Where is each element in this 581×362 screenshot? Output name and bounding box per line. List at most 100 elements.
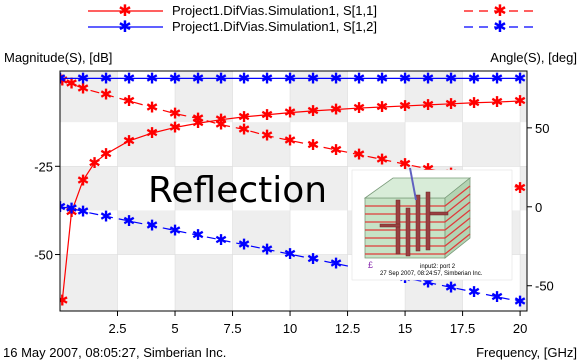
data-point: ✱ bbox=[215, 112, 228, 129]
inset-probe bbox=[409, 167, 417, 201]
data-point: ✱ bbox=[238, 109, 251, 126]
data-point: ✱ bbox=[307, 70, 320, 87]
data-point: ✱ bbox=[284, 70, 297, 87]
data-point: ✱ bbox=[514, 93, 527, 110]
data-point: ✱ bbox=[123, 213, 136, 230]
data-point: ✱ bbox=[192, 115, 205, 132]
data-point: ✱ bbox=[65, 200, 78, 217]
data-point: ✱ bbox=[491, 289, 504, 306]
legend-label-s11: Project1.DifVias.Simulation1, S[1,1] bbox=[172, 3, 377, 18]
data-point: ✱ bbox=[468, 284, 481, 301]
data-point: ✱ bbox=[215, 232, 228, 249]
data-point: ✱ bbox=[330, 142, 343, 159]
data-point: ✱ bbox=[376, 99, 389, 116]
grid-band bbox=[520, 254, 527, 311]
data-point: ✱ bbox=[77, 204, 90, 221]
data-point: ✱ bbox=[215, 117, 228, 134]
grid-band bbox=[60, 71, 118, 123]
data-point: ✱ bbox=[56, 72, 69, 89]
x-tick-label: 5 bbox=[171, 321, 178, 336]
data-point: ✱ bbox=[422, 97, 435, 114]
data-point: ✱ bbox=[192, 227, 205, 244]
legend: ✱ Project1.DifVias.Simulation1, S[1,1] ✱… bbox=[88, 3, 537, 36]
inset-caption-date: 27 Sep 2007, 08:24:57, Simberian Inc. bbox=[380, 271, 483, 277]
data-point: ✱ bbox=[261, 241, 274, 258]
legend-marker-s11-dashed: ✱ bbox=[493, 3, 506, 20]
data-point: ✱ bbox=[261, 70, 274, 87]
data-point: ✱ bbox=[123, 133, 136, 150]
grid-band bbox=[347, 122, 406, 167]
data-point: ✱ bbox=[100, 70, 113, 87]
data-point: ✱ bbox=[54, 199, 67, 216]
grid-band bbox=[520, 71, 527, 123]
data-point: ✱ bbox=[491, 94, 504, 111]
x-axis-label: Frequency, [GHz] bbox=[476, 345, 577, 360]
via-structure-inset: £ input2: port 2 27 Sep 2007, 08:24:57, … bbox=[351, 167, 513, 281]
data-point: ✱ bbox=[491, 70, 504, 87]
data-point: ✱ bbox=[514, 294, 527, 311]
grid-band bbox=[175, 166, 233, 211]
left-tick-label: -50 bbox=[34, 248, 53, 263]
grid-band bbox=[175, 254, 233, 311]
data-point: ✱ bbox=[330, 256, 343, 273]
legend-marker-s12-dashed: ✱ bbox=[493, 19, 506, 36]
grid-band bbox=[290, 254, 348, 311]
data-point: ✱ bbox=[100, 87, 113, 104]
grid-band bbox=[60, 166, 118, 211]
data-point: ✱ bbox=[399, 156, 412, 173]
series-0-magnitude: ✱✱✱✱✱✱ ✱ ✱ ✱ ✱ ✱ ✱ ✱ ✱ ✱ ✱ ✱ ✱ ✱ ✱ ✱ ✱ ✱ bbox=[56, 93, 527, 309]
data-point: ✱ bbox=[376, 151, 389, 168]
right-tick-label: 0 bbox=[535, 200, 542, 215]
inset-box-front bbox=[364, 197, 446, 259]
data-point: ✱ bbox=[100, 146, 113, 163]
right-tick-label: -50 bbox=[535, 279, 554, 294]
data-point: ✱ bbox=[77, 70, 90, 87]
grid-band bbox=[290, 71, 348, 123]
data-point: ✱ bbox=[514, 70, 527, 87]
data-point: ✱ bbox=[100, 208, 113, 225]
data-point: ✱ bbox=[169, 119, 182, 136]
data-point: ✱ bbox=[169, 106, 182, 123]
data-point: ✱ bbox=[284, 132, 297, 149]
data-point: ✱ bbox=[399, 98, 412, 115]
data-point: ✱ bbox=[56, 292, 69, 309]
data-point: ✱ bbox=[399, 70, 412, 87]
reflection-annotation: Reflection bbox=[148, 170, 327, 211]
data-point: ✱ bbox=[330, 101, 343, 118]
right-tick-labels: 50 0 -50 bbox=[527, 121, 554, 294]
data-point: ✱ bbox=[238, 237, 251, 254]
inset-vias bbox=[379, 191, 449, 257]
grid-bands bbox=[60, 71, 527, 311]
legend-marker-s11: ✱ bbox=[118, 3, 131, 20]
series-line bbox=[61, 100, 521, 301]
data-point: ✱ bbox=[146, 125, 159, 142]
data-point: ✱ bbox=[88, 155, 101, 172]
footer-timestamp: 16 May 2007, 08:05:27, Simberian Inc. bbox=[3, 345, 226, 360]
data-point: ✱ bbox=[123, 93, 136, 110]
x-tick-labels: 2.5 5 7.5 10 12.5 15 17.5 20 bbox=[108, 311, 527, 336]
data-point: ✱ bbox=[169, 70, 182, 87]
x-tick-label: 10 bbox=[283, 321, 297, 336]
data-point: ✱ bbox=[468, 70, 481, 87]
grid-band bbox=[60, 254, 118, 311]
data-point: ✱ bbox=[261, 107, 274, 124]
data-point: ✱ bbox=[307, 251, 320, 268]
data-point: ✱ bbox=[261, 128, 274, 145]
data-point: ✱ bbox=[54, 70, 67, 87]
data-point: ✱ bbox=[353, 147, 366, 164]
left-tick-label: -25 bbox=[34, 159, 53, 174]
grid-band bbox=[117, 210, 176, 255]
legend-entry-s11: ✱ Project1.DifVias.Simulation1, S[1,1] ✱ bbox=[88, 3, 537, 20]
data-point: ✱ bbox=[376, 70, 389, 87]
right-tick-label: 50 bbox=[535, 121, 549, 136]
data-point: ✱ bbox=[146, 218, 159, 235]
x-tick-label: 20 bbox=[513, 321, 527, 336]
data-point: ✱ bbox=[330, 70, 343, 87]
data-point: ✱ bbox=[422, 70, 435, 87]
data-point: ✱ bbox=[445, 70, 458, 87]
legend-marker-s12: ✱ bbox=[118, 19, 131, 36]
data-point: ✱ bbox=[65, 76, 78, 93]
data-point: ✱ bbox=[284, 246, 297, 263]
x-tick-label: 2.5 bbox=[108, 321, 126, 336]
